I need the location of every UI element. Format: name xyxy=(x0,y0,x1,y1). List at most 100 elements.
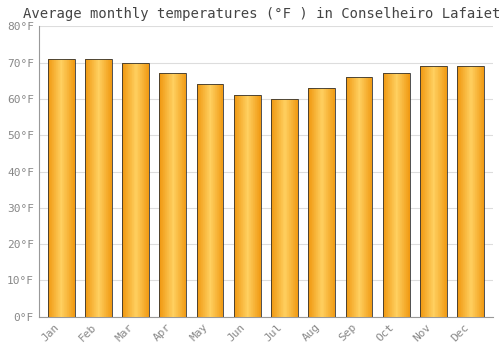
Bar xyxy=(397,74,398,317)
Bar xyxy=(360,77,361,317)
Bar xyxy=(56,59,57,317)
Bar xyxy=(370,77,371,317)
Bar xyxy=(148,63,149,317)
Bar xyxy=(59,59,60,317)
Bar xyxy=(67,59,68,317)
Bar xyxy=(409,74,410,317)
Bar xyxy=(49,59,50,317)
Bar xyxy=(212,84,213,317)
Bar xyxy=(288,99,289,317)
Bar xyxy=(143,63,144,317)
Bar xyxy=(222,84,223,317)
Bar xyxy=(406,74,407,317)
Bar xyxy=(196,84,224,317)
Bar xyxy=(432,66,433,317)
Bar xyxy=(405,74,406,317)
Bar xyxy=(71,59,72,317)
Bar xyxy=(400,74,401,317)
Bar xyxy=(332,88,333,317)
Bar xyxy=(438,66,439,317)
Bar xyxy=(122,63,149,317)
Bar xyxy=(165,74,166,317)
Bar xyxy=(446,66,447,317)
Bar xyxy=(283,99,284,317)
Bar xyxy=(352,77,353,317)
Bar xyxy=(180,74,181,317)
Bar xyxy=(161,74,162,317)
Bar xyxy=(325,88,326,317)
Bar xyxy=(368,77,369,317)
Bar xyxy=(393,74,394,317)
Bar xyxy=(198,84,200,317)
Bar xyxy=(443,66,444,317)
Bar xyxy=(434,66,435,317)
Bar xyxy=(234,95,260,317)
Bar xyxy=(311,88,312,317)
Bar xyxy=(320,88,321,317)
Bar xyxy=(478,66,479,317)
Bar xyxy=(357,77,358,317)
Bar xyxy=(458,66,460,317)
Bar xyxy=(134,63,135,317)
Bar xyxy=(271,99,272,317)
Bar xyxy=(460,66,462,317)
Bar xyxy=(472,66,474,317)
Bar xyxy=(54,59,55,317)
Bar xyxy=(238,95,240,317)
Bar xyxy=(102,59,103,317)
Bar xyxy=(388,74,389,317)
Bar xyxy=(367,77,368,317)
Bar xyxy=(291,99,292,317)
Bar xyxy=(329,88,330,317)
Bar xyxy=(174,74,175,317)
Bar xyxy=(383,74,409,317)
Bar xyxy=(254,95,256,317)
Bar xyxy=(219,84,220,317)
Bar xyxy=(202,84,203,317)
Bar xyxy=(213,84,214,317)
Bar xyxy=(431,66,432,317)
Bar xyxy=(387,74,388,317)
Bar xyxy=(396,74,397,317)
Bar xyxy=(346,77,347,317)
Bar xyxy=(277,99,278,317)
Bar xyxy=(182,74,183,317)
Bar xyxy=(407,74,408,317)
Bar xyxy=(135,63,136,317)
Bar xyxy=(107,59,108,317)
Bar xyxy=(289,99,290,317)
Bar xyxy=(403,74,404,317)
Bar xyxy=(429,66,430,317)
Bar xyxy=(272,99,273,317)
Bar xyxy=(89,59,90,317)
Bar xyxy=(435,66,436,317)
Bar xyxy=(273,99,274,317)
Bar xyxy=(424,66,425,317)
Bar xyxy=(52,59,53,317)
Bar xyxy=(331,88,332,317)
Bar xyxy=(48,59,74,317)
Bar xyxy=(441,66,442,317)
Bar xyxy=(323,88,324,317)
Bar xyxy=(244,95,246,317)
Bar xyxy=(184,74,185,317)
Bar xyxy=(315,88,316,317)
Bar xyxy=(250,95,252,317)
Bar xyxy=(427,66,428,317)
Bar xyxy=(362,77,363,317)
Bar xyxy=(136,63,137,317)
Bar xyxy=(101,59,102,317)
Bar xyxy=(391,74,392,317)
Bar xyxy=(458,66,484,317)
Bar xyxy=(168,74,169,317)
Bar xyxy=(350,77,351,317)
Bar xyxy=(313,88,314,317)
Bar xyxy=(144,63,145,317)
Bar xyxy=(211,84,212,317)
Bar xyxy=(217,84,218,317)
Bar xyxy=(401,74,402,317)
Bar xyxy=(129,63,130,317)
Bar xyxy=(420,66,422,317)
Bar xyxy=(482,66,483,317)
Bar xyxy=(171,74,172,317)
